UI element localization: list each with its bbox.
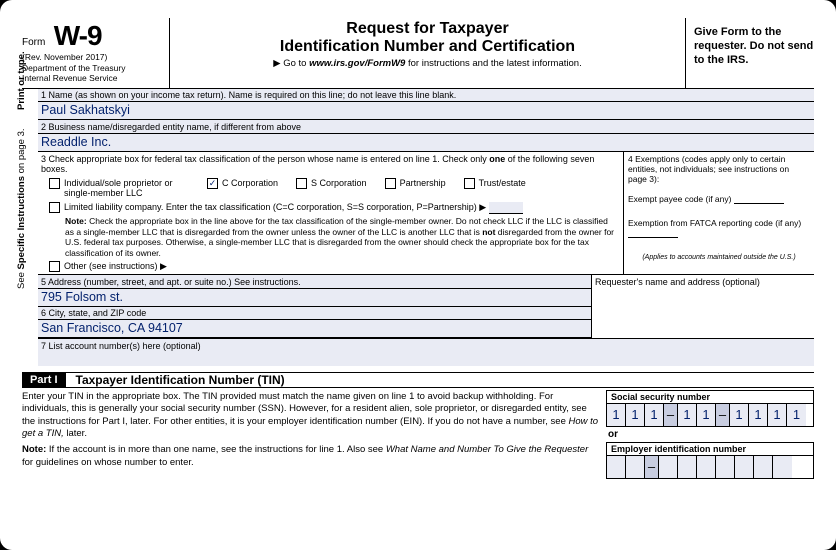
ein-label: Employer identification number [606, 442, 814, 455]
line3-block: 3 Check appropriate box for federal tax … [38, 152, 624, 275]
exempt-payee-input[interactable] [734, 194, 784, 204]
line4-block: 4 Exemptions (codes apply only to certai… [624, 152, 814, 275]
side-print: Print or type. [16, 51, 27, 110]
goto-prefix: ▶ Go to [273, 58, 309, 69]
ein-digit[interactable] [626, 456, 645, 478]
line2-value[interactable]: Readdle Inc. [38, 134, 814, 152]
side-rotated-text: See Specific Instructions on page 3. Pri… [16, 51, 27, 289]
title-line-2: Identification Number and Certification [170, 38, 685, 56]
cb-scorp[interactable]: S Corporation [296, 178, 367, 189]
line2-label: 2 Business name/disregarded entity name,… [38, 120, 814, 134]
line5-label: 5 Address (number, street, and apt. or s… [38, 275, 591, 289]
ein-digit[interactable] [607, 456, 626, 478]
line7-value[interactable] [38, 352, 814, 366]
checkbox-icon: ✓ [207, 178, 218, 189]
title-line-1: Request for Taxpayer [170, 20, 685, 38]
ssn-digit[interactable]: 1 [730, 404, 749, 426]
form-revision: (Rev. November 2017) [22, 52, 161, 63]
or-label: or [608, 429, 814, 440]
ssn-digit[interactable]: 1 [787, 404, 806, 426]
ein-digit[interactable] [735, 456, 754, 478]
dash: – [716, 404, 730, 426]
goto-suffix: for instructions and the latest informat… [405, 58, 581, 69]
ssn-digit[interactable]: 1 [645, 404, 664, 426]
requester-label: Requester's name and address (optional) [592, 275, 814, 288]
llc-class-input[interactable] [489, 202, 523, 214]
applies-note: (Applies to accounts maintained outside … [628, 254, 810, 261]
part1-title: Taxpayer Identification Number (TIN) [76, 373, 285, 387]
dash: – [664, 404, 678, 426]
checkbox-row-1: Individual/sole proprietor or single-mem… [49, 178, 619, 198]
form-header: Form W-9 (Rev. November 2017) Department… [22, 18, 814, 89]
line5-value[interactable]: 795 Folsom st. [38, 289, 591, 307]
cb-other[interactable]: Other (see instructions) ▶ [49, 261, 619, 272]
header-left: Form W-9 (Rev. November 2017) Department… [22, 18, 170, 88]
line6-value[interactable]: San Francisco, CA 94107 [38, 320, 591, 338]
main-fields: 1 Name (as shown on your income tax retu… [38, 89, 814, 366]
ein-boxes[interactable]: – [606, 455, 814, 479]
checkbox-icon [49, 261, 60, 272]
ein-digit[interactable] [754, 456, 773, 478]
ssn-digit[interactable]: 1 [607, 404, 626, 426]
side-instructions: See Specific Instructions on page 3. Pri… [22, 89, 38, 366]
tin-row: Enter your TIN in the appropriate box. T… [22, 388, 814, 479]
part1-badge: Part I [22, 373, 66, 387]
ssn-digit[interactable]: 1 [697, 404, 716, 426]
dept-treasury: Department of the Treasury [22, 63, 161, 74]
line5-6-requester: 5 Address (number, street, and apt. or s… [38, 275, 814, 338]
header-middle: Request for Taxpayer Identification Numb… [170, 18, 686, 88]
header-right: Give Form to the requester. Do not send … [686, 18, 814, 88]
ssn-label: Social security number [606, 390, 814, 403]
ein-digit[interactable] [716, 456, 735, 478]
goto-line: ▶ Go to www.irs.gov/FormW9 for instructi… [170, 58, 685, 69]
checkbox-icon [49, 178, 60, 189]
checkbox-icon [464, 178, 475, 189]
checkbox-icon [49, 202, 60, 213]
tin-instructions: Enter your TIN in the appropriate box. T… [22, 388, 606, 479]
side-specific: Specific Instructions [16, 176, 27, 269]
exempt-fatca-row: Exemption from FATCA reporting code (if … [628, 218, 810, 238]
goto-url: www.irs.gov/FormW9 [309, 58, 405, 69]
ein-digit[interactable] [697, 456, 716, 478]
ssn-digit[interactable]: 1 [749, 404, 768, 426]
cb-individual[interactable]: Individual/sole proprietor or single-mem… [49, 178, 189, 198]
cb-llc[interactable]: Limited liability company. Enter the tax… [49, 202, 619, 214]
ein-digit[interactable] [678, 456, 697, 478]
exempt-payee-row: Exempt payee code (if any) [628, 194, 810, 204]
tin-boxes: Social security number 1 1 1 – 1 1 – 1 1… [606, 388, 814, 479]
cb-partnership[interactable]: Partnership [385, 178, 446, 189]
form-body: See Specific Instructions on page 3. Pri… [22, 89, 814, 366]
cb-trust[interactable]: Trust/estate [464, 178, 526, 189]
side-page3: on page 3. [16, 128, 27, 176]
ssn-digit[interactable]: 1 [768, 404, 787, 426]
llc-note: Note: Check the appropriate box in the l… [65, 216, 619, 259]
line7-label: 7 List account number(s) here (optional) [38, 339, 814, 352]
dash: – [645, 456, 659, 478]
irs: Internal Revenue Service [22, 73, 161, 84]
ssn-boxes[interactable]: 1 1 1 – 1 1 – 1 1 1 1 [606, 403, 814, 427]
exempt-fatca-input[interactable] [628, 228, 678, 238]
form-number: W-9 [54, 20, 102, 52]
address-col: 5 Address (number, street, and apt. or s… [38, 275, 592, 338]
line1-label: 1 Name (as shown on your income tax retu… [38, 89, 814, 103]
checkbox-icon [385, 178, 396, 189]
line4-label: 4 Exemptions (codes apply only to certai… [628, 154, 810, 184]
side-see: See [16, 269, 27, 289]
form-w9-page: Form W-9 (Rev. November 2017) Department… [0, 0, 836, 550]
line3-4-row: 3 Check appropriate box for federal tax … [38, 152, 814, 276]
form-word: Form [22, 37, 45, 48]
part1-header: Part I Taxpayer Identification Number (T… [22, 372, 814, 388]
line1-value[interactable]: Paul Sakhatskyi [38, 102, 814, 120]
ein-digit[interactable] [773, 456, 792, 478]
line6-label: 6 City, state, and ZIP code [38, 307, 591, 321]
ssn-digit[interactable]: 1 [626, 404, 645, 426]
requester-col: Requester's name and address (optional) [592, 275, 814, 338]
ein-digit[interactable] [659, 456, 678, 478]
checkbox-icon [296, 178, 307, 189]
cb-ccorp[interactable]: ✓C Corporation [207, 178, 278, 189]
line3-label: 3 Check appropriate box for federal tax … [41, 154, 619, 174]
ssn-digit[interactable]: 1 [678, 404, 697, 426]
